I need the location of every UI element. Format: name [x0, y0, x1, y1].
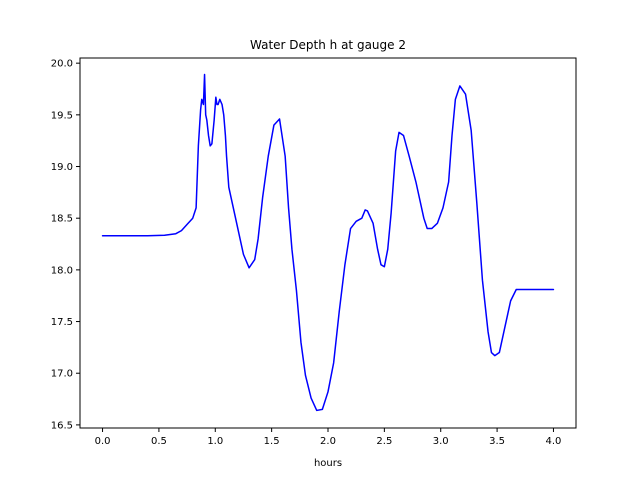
x-tick-label: 1.0: [207, 436, 223, 447]
y-axis: 16.5 17.0 17.5 18.0 18.5 19.0 19.5 20.0: [51, 59, 80, 431]
y-tick-label: 18.5: [51, 214, 73, 225]
x-tick-label: 3.5: [489, 436, 505, 447]
x-tick-label: 2.0: [320, 436, 336, 447]
x-tick-label: 3.0: [433, 436, 449, 447]
x-tick-label: 1.5: [264, 436, 280, 447]
x-tick-label: 0.5: [151, 436, 167, 447]
y-tick-label: 20.0: [51, 59, 73, 70]
chart-title: Water Depth h at gauge 2: [250, 38, 406, 52]
x-axis-label: hours: [314, 458, 342, 469]
x-tick-label: 0.0: [95, 436, 111, 447]
y-tick-label: 16.5: [51, 420, 73, 431]
y-tick-label: 19.0: [51, 162, 73, 173]
y-tick-label: 17.0: [51, 369, 73, 380]
series-line-0: [101, 73, 555, 412]
y-tick-label: 18.0: [51, 265, 73, 276]
x-axis: 0.0 0.5 1.0 1.5 2.0 2.5 3.0 3.5 4.0: [95, 428, 562, 447]
y-tick-label: 19.5: [51, 110, 73, 121]
plot-area: [101, 73, 555, 412]
y-tick-label: 17.5: [51, 317, 73, 328]
x-tick-label: 2.5: [376, 436, 392, 447]
x-tick-label: 4.0: [546, 436, 562, 447]
